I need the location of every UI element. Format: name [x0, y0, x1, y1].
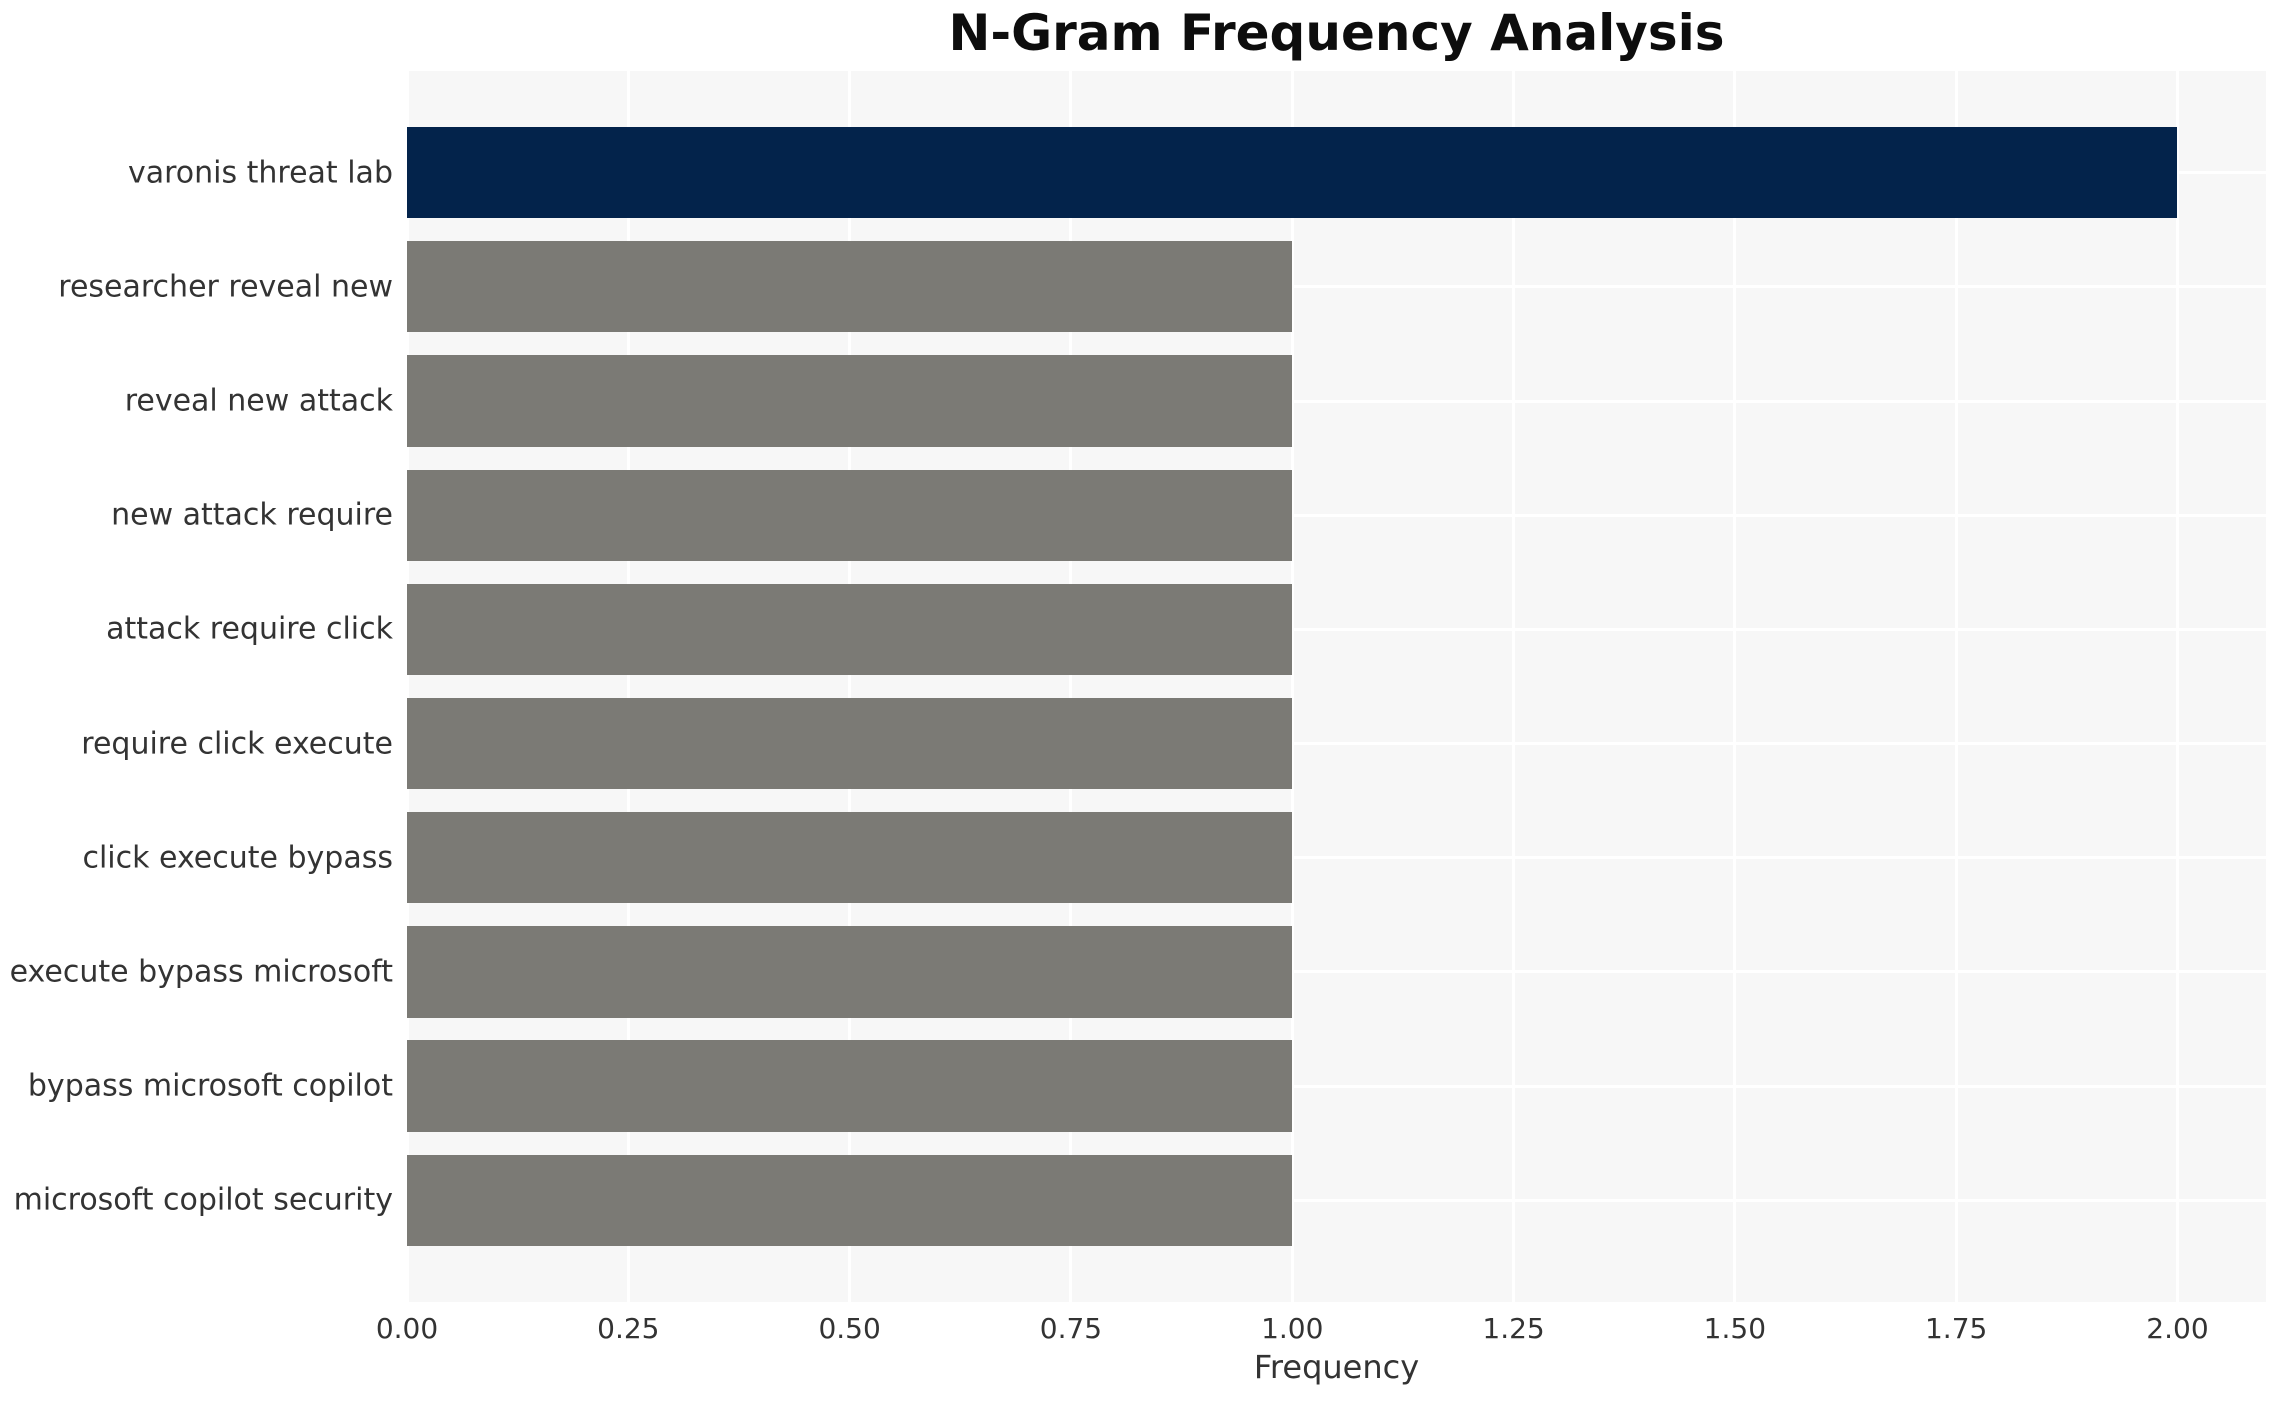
bar-microsoft-copilot-security: [407, 1154, 1293, 1247]
gridline-x-2.00: [2175, 71, 2179, 1302]
category-label: bypass microsoft copilot: [27, 1068, 393, 1104]
x-tick-label: 0.25: [597, 1312, 660, 1345]
x-tick-label: 0.00: [375, 1312, 439, 1345]
bar-click-execute-bypass: [407, 812, 1293, 904]
gridline-x-0.75: [1069, 71, 1073, 1302]
gridline-y: [407, 399, 2266, 403]
gridline-y: [407, 513, 2266, 517]
gridline-y: [407, 627, 2266, 631]
gridline-y: [407, 1084, 2266, 1088]
gridline-x-0.25: [626, 71, 630, 1302]
bar-bypass-microsoft-copilot: [407, 1040, 1293, 1132]
category-label: new attack require: [111, 497, 393, 533]
x-tick-label: 1.75: [1924, 1312, 1988, 1345]
bar-attack-require-click: [407, 583, 1293, 676]
bar-varonis-threat-lab: [407, 126, 2178, 219]
x-tick-label: 2.00: [2146, 1312, 2209, 1345]
x-axis-title: Frequency: [1253, 1348, 1420, 1386]
category-label: reveal new attack: [124, 383, 393, 419]
category-label: require click execute: [81, 726, 393, 762]
bar-require-click-execute: [407, 697, 1293, 790]
bar-reveal-new-attack: [407, 355, 1293, 447]
gridline-x-1.50: [1733, 71, 1737, 1302]
bar-execute-bypass-microsoft: [407, 926, 1293, 1018]
x-tick-label: 0.75: [1039, 1312, 1103, 1345]
category-label: attack require click: [106, 611, 393, 647]
category-label: click execute bypass: [82, 840, 393, 876]
chart-title: N-Gram Frequency Analysis: [948, 4, 1725, 62]
x-tick-label: 0.50: [818, 1312, 881, 1345]
bar-researcher-reveal-new: [407, 241, 1293, 333]
gridline-x-1.00: [1290, 71, 1294, 1302]
category-label: execute bypass microsoft: [9, 954, 393, 990]
gridline-x-0.50: [848, 71, 852, 1302]
x-tick-label: 1.50: [1703, 1312, 1767, 1345]
gridline-y: [407, 742, 2266, 746]
gridline-x-0.00: [405, 71, 409, 1302]
gridline-x-1.25: [1512, 71, 1516, 1302]
plot-area: [405, 71, 2266, 1302]
gridline-y: [407, 856, 2266, 860]
bar-new-attack-require: [407, 469, 1293, 561]
category-label: varonis threat lab: [127, 155, 393, 191]
x-tick-label: 1.00: [1261, 1312, 1324, 1345]
category-label: researcher reveal new: [58, 269, 393, 305]
x-tick-label: 1.25: [1482, 1312, 1545, 1345]
category-label: microsoft copilot security: [13, 1182, 393, 1218]
gridline-y: [407, 285, 2266, 289]
gridline-y: [407, 1198, 2266, 1202]
gridline-x-1.75: [1954, 71, 1958, 1302]
gridline-y: [407, 970, 2266, 974]
